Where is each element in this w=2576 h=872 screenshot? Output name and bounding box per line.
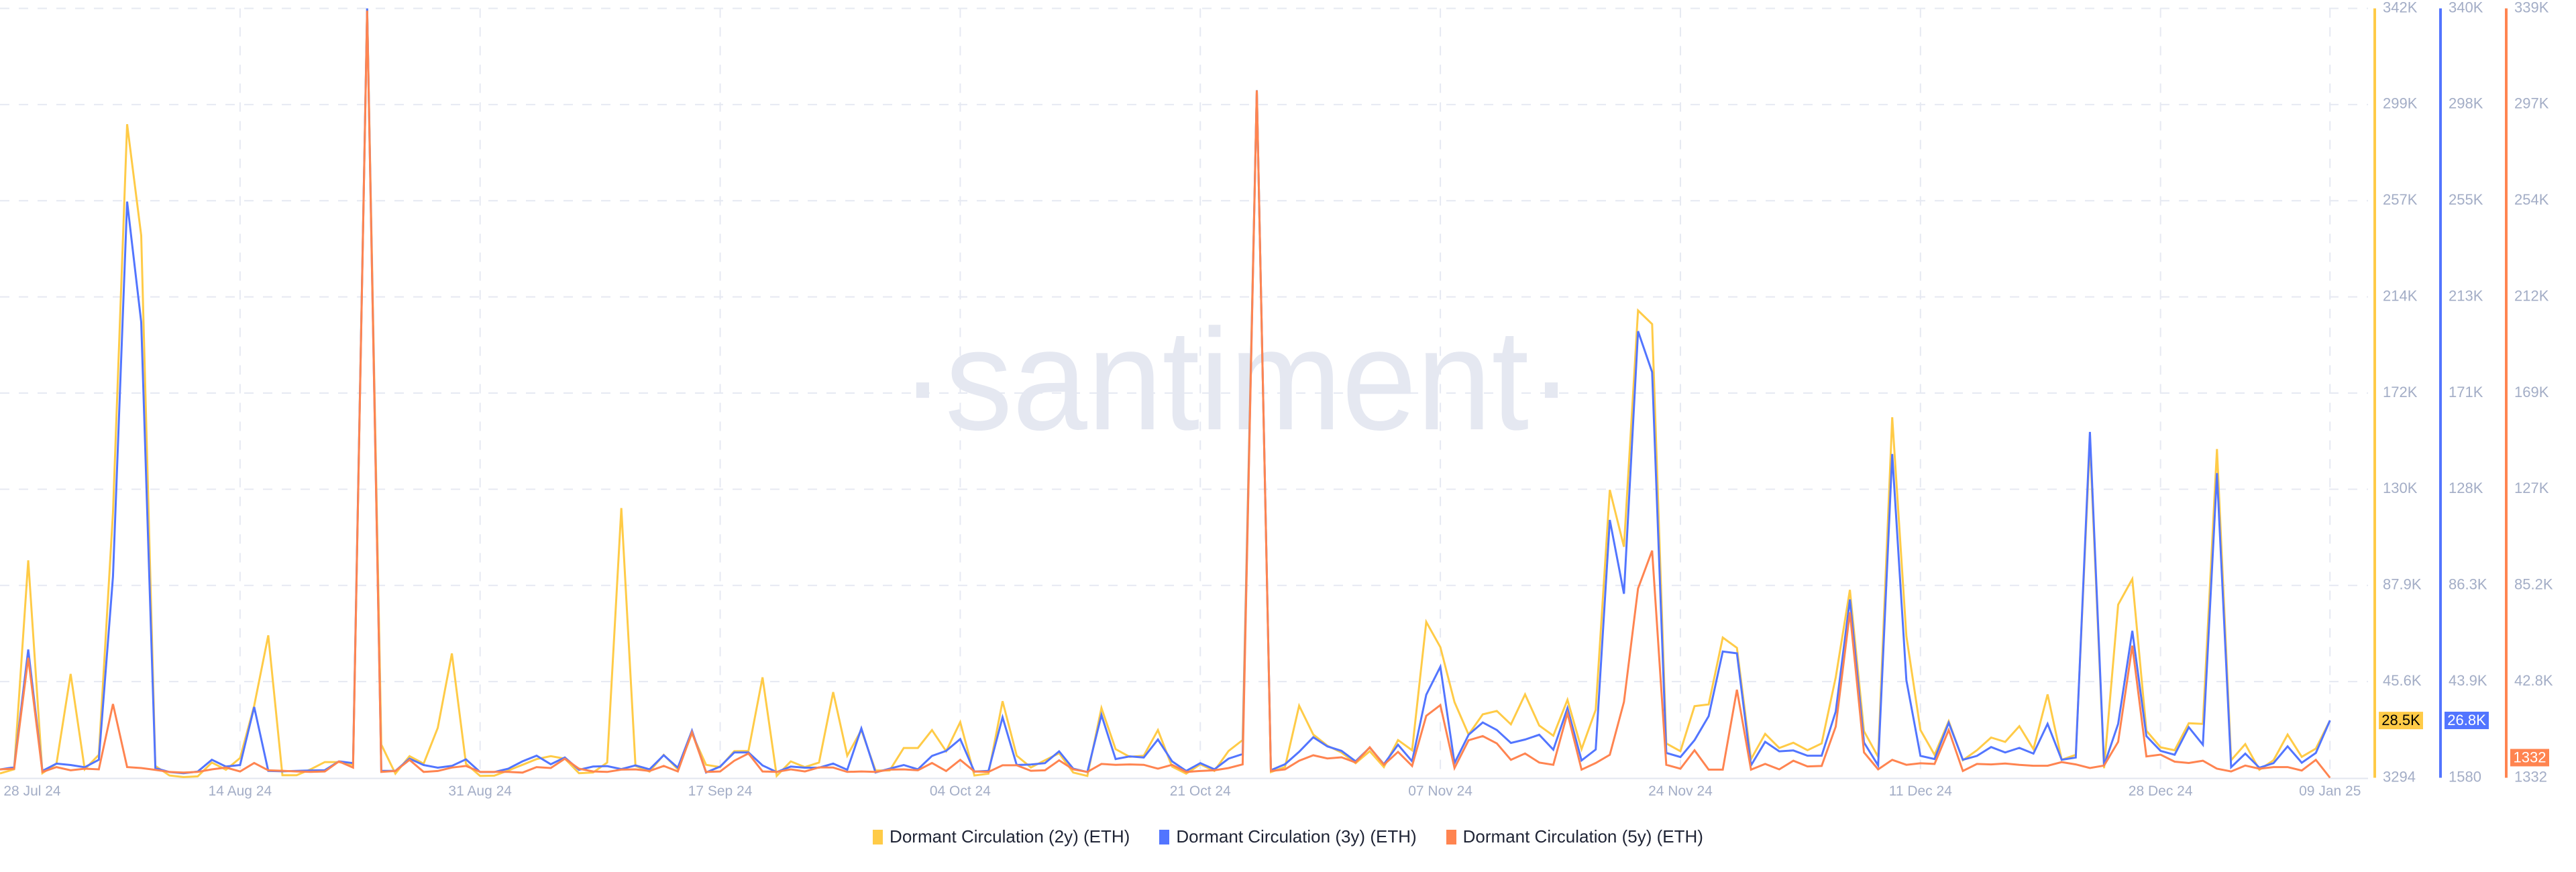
y-tick-label: 45.6K <box>2383 672 2422 689</box>
legend-item-2y[interactable]: Dormant Circulation (2y) (ETH) <box>873 826 1130 847</box>
y-tick-label: 171K <box>2449 384 2483 400</box>
y-tick-label: 299K <box>2383 95 2418 112</box>
y-tick-label: 172K <box>2383 384 2418 400</box>
x-tick-label: 31 Aug 24 <box>448 783 512 799</box>
y-tick-label: 127K <box>2514 480 2549 496</box>
legend-label-3y: Dormant Circulation (3y) (ETH) <box>1176 826 1417 847</box>
y-tick-label: 340K <box>2449 0 2483 15</box>
x-tick-label: 07 Nov 24 <box>1408 783 1472 799</box>
latest-value-badge-5y <box>2510 749 2549 767</box>
legend-label-5y: Dormant Circulation (5y) (ETH) <box>1462 826 1703 847</box>
y-axes: 3294 45.6K 87.9K 130K 172K 214K 257K 299K 342K 28… <box>2373 0 2553 785</box>
x-tick-label: 14 Aug 24 <box>209 783 272 799</box>
y-tick-label: 339K <box>2514 0 2549 15</box>
y-tick-label: 169K <box>2514 384 2549 400</box>
y-axis-2y: 3294 45.6K 87.9K 130K 172K 214K 257K 299K 342K 28… <box>2373 0 2423 785</box>
y-tick-label: 342K <box>2383 0 2418 15</box>
latest-value-badge-2y <box>2379 712 2423 730</box>
y-tick-label: 85.2K <box>2514 576 2553 593</box>
latest-value-text-3y: 26.8K <box>2447 712 2486 728</box>
y-axis-5y: 1332 42.8K 85.2K 127K 169K 212K 254K 297K 339K 13… <box>2505 0 2553 785</box>
y-tick-label: 298K <box>2449 95 2483 112</box>
legend-swatch-5y <box>1446 829 1456 844</box>
x-tick-label: 11 Dec 24 <box>1889 783 1952 799</box>
y-tick-label: 255K <box>2449 191 2483 208</box>
x-tick-label: 04 Oct 24 <box>930 783 991 799</box>
y-tick-label: 3294 <box>2383 768 2416 785</box>
latest-value-badge-3y <box>2445 712 2489 730</box>
series-line-2y[interactable] <box>0 8 2331 779</box>
y-tick-label: 130K <box>2383 480 2418 496</box>
y-tick-label: 254K <box>2514 191 2549 208</box>
x-tick-label: 09 Jan 25 <box>2299 783 2361 799</box>
y-axis-3y: 1580 43.9K 86.3K 128K 171K 213K 255K 298K 340K 26… <box>2439 0 2489 785</box>
y-tick-label: 86.3K <box>2449 576 2487 593</box>
legend-item-3y[interactable]: Dormant Circulation (3y) (ETH) <box>1159 826 1417 847</box>
legend-label-2y: Dormant Circulation (2y) (ETH) <box>890 826 1130 847</box>
y-tick-label: 42.8K <box>2514 672 2553 689</box>
latest-value-text-2y: 28.5K <box>2381 712 2420 728</box>
x-tick-label: 28 Dec 24 <box>2129 783 2193 799</box>
y-tick-label: 213K <box>2449 287 2483 304</box>
x-axis: 28 Jul 24 14 Aug 24 31 Aug 24 17 Sep 24 04 O… <box>3 783 2361 799</box>
x-tick-label: 28 Jul 24 <box>3 783 61 799</box>
legend-swatch-3y <box>1159 829 1170 844</box>
y-tick-label: 87.9K <box>2383 576 2422 593</box>
grid <box>0 7 2368 779</box>
legend-item-5y[interactable]: Dormant Circulation (5y) (ETH) <box>1446 826 1703 847</box>
latest-value-text-5y: 1332 <box>2514 749 2546 765</box>
series-lines <box>0 8 2331 779</box>
y-tick-label: 1332 <box>2514 768 2547 785</box>
legend-swatch-2y <box>873 829 883 844</box>
x-tick-label: 24 Nov 24 <box>1648 783 1713 799</box>
x-tick-label: 17 Sep 24 <box>688 783 753 799</box>
y-tick-label: 297K <box>2514 95 2549 112</box>
y-tick-label: 212K <box>2514 287 2549 304</box>
x-tick-label: 21 Oct 24 <box>1170 783 1231 799</box>
santiment-watermark: ·santiment· <box>900 298 1574 460</box>
y-tick-label: 43.9K <box>2449 672 2487 689</box>
y-tick-label: 128K <box>2449 480 2483 496</box>
y-tick-label: 257K <box>2383 191 2418 208</box>
series-line-5y[interactable] <box>0 10 2331 779</box>
y-tick-label: 1580 <box>2449 768 2481 785</box>
legend: Dormant Circulation (2y) (ETH) Dormant C… <box>0 826 2576 847</box>
y-tick-label: 214K <box>2383 287 2418 304</box>
